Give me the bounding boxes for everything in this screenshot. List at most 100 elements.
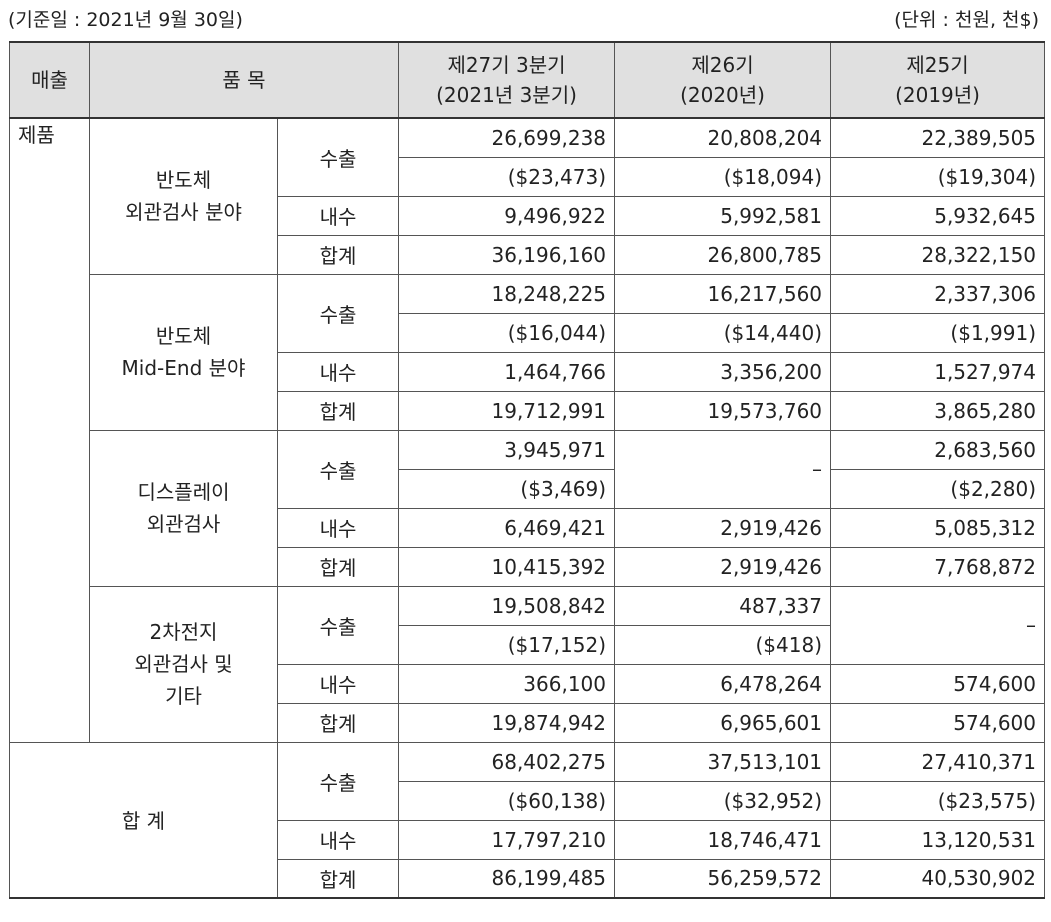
product-name-line: 반도체	[155, 168, 212, 193]
cell-value: 19,874,942	[398, 702, 616, 743]
kind-export: 수출	[276, 117, 400, 197]
kind-export: 수출	[276, 741, 400, 821]
kind-domestic: 내수	[276, 663, 400, 704]
table-caption: (기준일 : 2021년 9월 30일) (단위 : 천원, 천$)	[8, 2, 1039, 32]
cell-value: 487,337	[614, 585, 832, 626]
cell-value: 3,945,971	[398, 429, 616, 470]
cell-value: 20,808,204	[614, 117, 832, 158]
segment-label: 제품	[9, 117, 90, 743]
col-period-header: 제27기 3분기 (2021년 3분기)	[398, 41, 616, 119]
product-name-line: 기타	[165, 684, 202, 708]
cell-value: 7,768,872	[830, 546, 1046, 587]
kind-total: 합계	[276, 858, 400, 899]
cell-value-usd: ($14,440)	[614, 312, 832, 353]
cell-value-usd: ($17,152)	[398, 624, 616, 665]
table-row: 내수 6,469,421 2,919,426 5,085,312	[10, 507, 1046, 548]
table-row: ($17,152) ($418)	[10, 624, 1045, 665]
period-title: 제27기 3분기	[447, 53, 566, 77]
cell-value: 13,120,531	[830, 819, 1046, 860]
cell-value: 56,259,572	[614, 858, 832, 899]
kind-total: 합계	[276, 390, 400, 431]
product-group: 반도체 Mid-End 분야	[89, 273, 278, 431]
cell-value: 28,322,150	[830, 234, 1046, 275]
table-row: 내수 366,100 6,478,264 574,600	[10, 663, 1046, 704]
kind-export: 수출	[276, 429, 400, 509]
table-row: 합계 19,712,991 19,573,760 3,865,280	[10, 390, 1046, 431]
kind-domestic: 내수	[276, 507, 400, 548]
table-row: 합계 36,196,160 26,800,785 28,322,150	[10, 234, 1046, 275]
product-name-line: 외관검사 분야	[125, 200, 242, 225]
product-name-line: 2차전지	[149, 620, 218, 644]
table-row: ($3,469) ($2,280)	[10, 468, 1046, 509]
cell-value: 19,508,842	[398, 585, 616, 626]
table-row: 제품 반도체 외관검사 분야 수출 26,699,238 20,808,204 2…	[9, 117, 1046, 743]
product-name-line: 외관검사 및	[134, 652, 233, 676]
cell-value: –	[830, 585, 1046, 665]
product-name-line: Mid-End 분야	[121, 356, 246, 380]
cell-value-usd: ($19,304)	[830, 156, 1046, 197]
cell-value: 36,196,160	[398, 234, 616, 275]
unit-note: (단위 : 천원, 천$)	[894, 9, 1039, 31]
cell-value: 19,712,991	[398, 390, 616, 431]
col-sales-header: 매출	[9, 41, 90, 119]
cell-value: 5,085,312	[830, 507, 1046, 548]
cell-value-usd: ($3,469)	[398, 468, 616, 509]
cell-value: 10,415,392	[398, 546, 616, 587]
cell-value: 2,919,426	[614, 546, 832, 587]
cell-value: 6,469,421	[398, 507, 616, 548]
cell-value: 26,800,785	[614, 234, 832, 275]
cell-value: 18,248,225	[398, 273, 616, 314]
base-date: (기준일 : 2021년 9월 30일)	[8, 9, 243, 31]
cell-value-usd: ($16,044)	[398, 312, 616, 353]
cell-value: 6,478,264	[614, 663, 832, 704]
product-group: 디스플레이 외관검사	[89, 429, 278, 587]
cell-value: 19,573,760	[614, 390, 832, 431]
table-row: 내수 1,464,766 3,356,200 1,527,974	[10, 351, 1046, 392]
cell-value: 366,100	[398, 663, 616, 704]
kind-total: 합계	[276, 234, 400, 275]
cell-value: –	[614, 429, 832, 509]
cell-value: 574,600	[830, 663, 1046, 704]
cell-value: 16,217,560	[614, 273, 832, 314]
table-row: 디스플레이 외관검사 수출 3,945,971 – 2,683,560	[10, 429, 1046, 587]
kind-domestic: 내수	[276, 351, 400, 392]
cell-value: 574,600	[830, 702, 1046, 743]
cell-value-usd: ($1,991)	[830, 312, 1046, 353]
cell-value: 37,513,101	[614, 741, 832, 782]
header-row: 매출 품 목 제27기 3분기 (2021년 3분기) 제26기 (2020년) 제…	[9, 41, 1046, 119]
kind-domestic: 내수	[276, 819, 400, 860]
product-name-line: 디스플레이	[137, 480, 230, 504]
cell-value: 18,746,471	[614, 819, 832, 860]
table-row: ($60,138) ($32,952) ($23,575)	[10, 780, 1046, 821]
cell-value-usd: ($32,952)	[614, 780, 832, 821]
cell-value: 3,356,200	[614, 351, 832, 392]
kind-export: 수출	[276, 273, 400, 353]
table-row: 합계 86,199,485 56,259,572 40,530,902	[10, 858, 1046, 899]
product-name-line: 반도체	[155, 324, 212, 348]
cell-value: 9,496,922	[398, 195, 616, 236]
cell-value: 86,199,485	[398, 858, 616, 899]
col-item-header: 품 목	[88, 41, 400, 119]
cell-value: 17,797,210	[398, 819, 616, 860]
cell-value: 22,389,505	[830, 117, 1046, 158]
cell-value-usd: ($23,473)	[398, 156, 616, 197]
table-row: ($16,044) ($14,440) ($1,991)	[10, 312, 1046, 353]
kind-domestic: 내수	[276, 195, 400, 236]
cell-value-usd: ($23,575)	[830, 780, 1046, 821]
cell-value: 2,337,306	[830, 273, 1046, 314]
cell-value: 1,527,974	[830, 351, 1046, 392]
cell-value-usd: ($2,280)	[830, 468, 1046, 509]
cell-value: 6,965,601	[614, 702, 832, 743]
cell-value-usd: ($418)	[614, 624, 832, 665]
sales-table: 매출 품 목 제27기 3분기 (2021년 3분기) 제26기 (2020년) 제…	[9, 41, 1046, 899]
period-title: 제25기	[906, 53, 969, 77]
cell-value: 3,865,280	[830, 390, 1046, 431]
kind-total: 합계	[276, 546, 400, 587]
period-subtitle: (2020년)	[680, 83, 765, 107]
cell-value: 27,410,371	[830, 741, 1046, 782]
kind-export: 수출	[276, 585, 400, 665]
cell-value: 1,464,766	[398, 351, 616, 392]
